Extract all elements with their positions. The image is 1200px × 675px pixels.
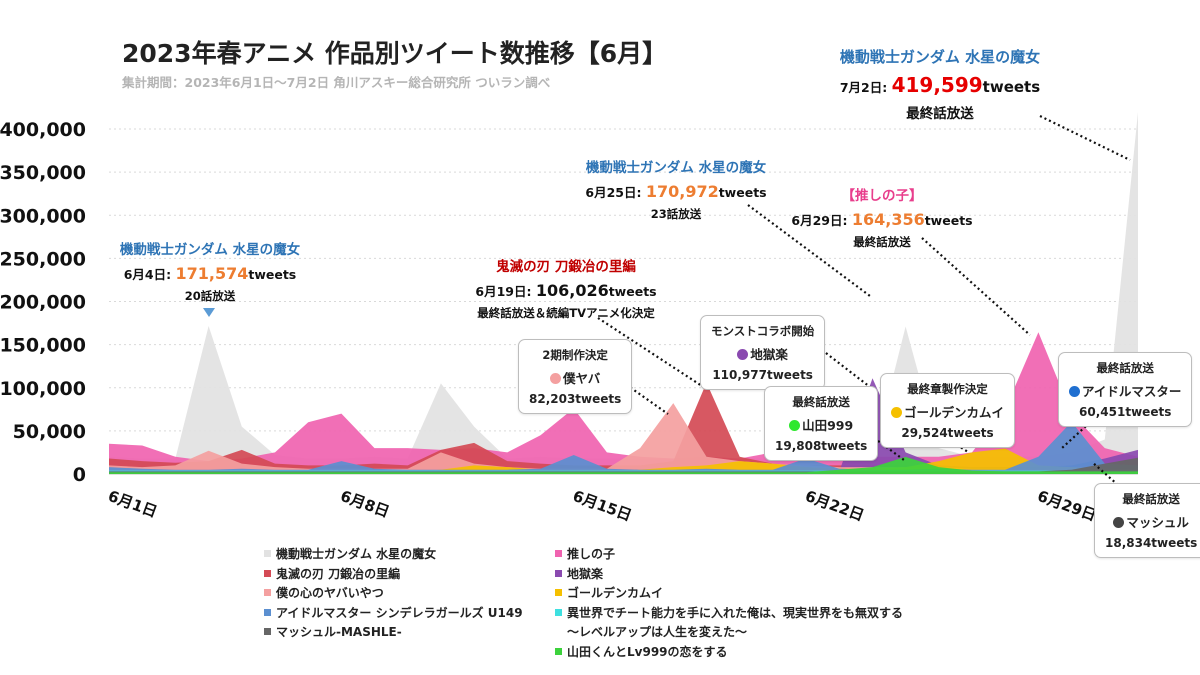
callout-oshinoko: 【推しの子】 6月29日: 164,356tweets 最終話放送 [791,188,973,249]
legend-swatch [264,569,271,577]
legend-item: 機動戦士ガンダム 水星の魔女 [264,545,523,565]
chart-title: 2023年春アニメ 作品別ツイート数推移【6月】 [122,39,668,68]
y-tick-label: 400,000 [0,119,86,141]
leader-line [1039,115,1131,161]
x-tick-label: 6月1日 [106,487,160,521]
x-tick-label: 6月8日 [338,487,392,521]
series-area [109,403,1138,474]
legend-item: アイドルマスター シンデレラガールズ U149 [264,604,523,624]
legend-item: ゴールデンカムイ [555,584,903,604]
legend-item-continuation: 〜レベルアップは人生を変えた〜 [567,625,748,639]
legend-swatch [264,628,271,635]
kamuy-dot [891,407,902,418]
y-tick-label: 50,000 [13,421,86,443]
mashle-dot [1113,517,1125,528]
bokuyaba-dot [550,373,562,384]
legend-swatch [264,608,271,616]
yamada-dot [789,420,801,431]
x-tick-label: 6月22日 [803,487,867,525]
callout-gundam-final: 機動戦士ガンダム 水星の魔女 7月2日: 419,599tweets 最終話放送 [839,48,1041,122]
box-mashle: 最終話放送 マッシュル 18,834tweets [1094,483,1200,558]
y-tick-label: 300,000 [0,205,86,227]
y-tick-label: 0 [73,464,86,486]
y-tick-label: 350,000 [0,162,86,184]
legend-left: 機動戦士ガンダム 水星の魔女 鬼滅の刃 刀鍛冶の里編 僕の心のヤバいやつ アイドルマス… [264,545,523,643]
series-area [109,456,1138,474]
series-area [109,421,1138,474]
box-kamuy: 最終章製作決定 ゴールデンカムイ 29,524tweets [880,373,1016,448]
legend-swatch [555,589,562,596]
jun4-marker-triangle [203,308,215,317]
callout-kimetsu: 鬼滅の刃 刀鍛冶の里編 6月19日: 106,026tweets 最終話放送＆続… [475,259,657,320]
y-axis-ticks: 0 50,000 100,000 150,000 200,000 250,000 300,0… [0,119,86,486]
leader-line [597,317,706,389]
leader-line [1091,461,1119,486]
legend-item: 僕の心のヤバいやつ [264,584,523,604]
x-tick-label: 6月29日 [1035,487,1099,525]
legend-swatch [555,647,562,655]
y-tick-label: 100,000 [0,378,86,400]
box-bokuyaba: 2期制作決定 僕ヤバ 82,203tweets [518,339,633,414]
series-area [109,112,1138,474]
leader-line [821,349,871,388]
box-jigokuraku: モンストコラボ開始 地獄楽 110,977tweets [700,315,826,390]
legend-swatch [555,569,562,577]
legend-item: 山田くんとLv999の恋をする [555,643,903,663]
x-tick-label: 6月15日 [570,487,634,525]
y-tick-label: 250,000 [0,248,86,270]
legend-swatch [555,550,562,557]
y-tick-label: 200,000 [0,292,86,314]
legend-swatch [264,589,271,596]
leader-line [921,237,1031,336]
leader-line [747,204,871,297]
box-imas: 最終話放送 アイドルマスター 60,451tweets [1058,352,1193,427]
legend-swatch [555,608,562,616]
legend-item: 推しの子 [555,545,903,565]
legend-item: 異世界でチート能力を手に入れた俺は、現実世界をも無双する [555,604,903,624]
legend-item: 地獄楽 [555,565,903,585]
legend-item: マッシュル-MASHLE- [264,623,523,643]
callout-gundam-jun25: 機動戦士ガンダム 水星の魔女 6月25日: 170,972tweets 23話放… [585,160,767,221]
imas-dot [1069,386,1080,397]
x-axis-ticks: 6月1日 6月8日 6月15日 6月22日 6月29日 [106,487,1099,525]
legend-swatch [264,550,271,557]
callout-gundam-jun4: 機動戦士ガンダム 水星の魔女 6月4日: 171,574tweets 20話放送 [119,242,301,303]
jigokuraku-dot [737,349,749,360]
legend-item: 鬼滅の刃 刀鍛冶の里編 [264,565,523,585]
legend-right: 推しの子 地獄楽 ゴールデンカムイ 異世界でチート能力を手に入れた俺は、現実世界をも無… [555,545,903,662]
box-yamada: 最終話放送 山田999 19,808tweets [764,386,879,461]
y-tick-label: 150,000 [0,335,86,357]
chart-subtitle: 集計期間：2023年6月1日〜7月2日 角川アスキー総合研究所 ついラン調べ [122,75,551,90]
